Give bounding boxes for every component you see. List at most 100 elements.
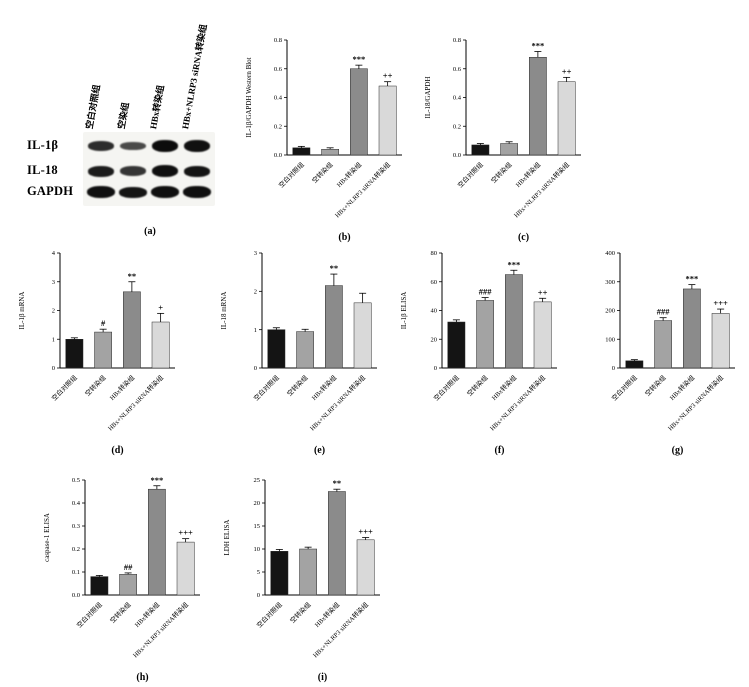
- x-tick-label: 空白对照组: [49, 373, 79, 403]
- bar: [119, 574, 137, 596]
- bar: [148, 488, 166, 596]
- y-tick-label: 0.6: [453, 66, 462, 73]
- panel-b: 0.0 0.2 0.4 0.6 0.8 空白对照组 空转染组 *** HBx转染组 ++ HBx+N…: [239, 20, 439, 245]
- bar: [151, 321, 170, 369]
- x-tick-label: 空白对照组: [74, 600, 104, 630]
- blot-row-label: IL-18: [27, 163, 58, 177]
- bar-chart-c: 0.0 0.2 0.4 0.6 0.8 空白对照组 空转染组 *** HBx转染组 ++ HBx+N…: [424, 37, 581, 243]
- y-tick-label: 2: [52, 308, 55, 315]
- x-tick-label: HBx+NLRP3 siRNA转染组: [106, 373, 166, 433]
- significance-label: ##: [124, 562, 133, 572]
- blot-band: [152, 140, 178, 152]
- y-tick-label: 40: [431, 308, 438, 315]
- y-axis-label: LDH ELISA: [223, 520, 231, 556]
- bar: [476, 300, 494, 369]
- panel-e: 0 1 2 3 空白对照组 空转染组 ** HBx转染组 HBx+NLRP3 siRNA转染组 I…: [214, 233, 414, 458]
- x-tick-label: HBx+NLRP3 siRNA转染组: [666, 373, 726, 433]
- bar: [625, 360, 644, 369]
- panel-letter: (e): [314, 445, 325, 456]
- x-tick-label: 空白对照组: [276, 160, 306, 190]
- y-tick-label: 1: [52, 336, 55, 343]
- lane-label: 空白对照组: [84, 83, 102, 130]
- y-tick-label: 0: [254, 365, 257, 372]
- x-tick-label: HBx转染组: [513, 160, 542, 189]
- significance-label: ###: [479, 287, 493, 297]
- x-tick-label: HBx转染组: [132, 600, 161, 629]
- y-tick-label: 100: [605, 336, 615, 343]
- bar: [65, 339, 84, 369]
- y-tick-label: 0.6: [274, 66, 283, 73]
- y-tick-label: 0.4: [274, 95, 283, 102]
- significance-label: +: [158, 302, 163, 312]
- blot-band: [87, 186, 115, 198]
- bar: [270, 551, 289, 596]
- panel-f: 0 20 40 60 80 空白对照组 ### 空转染组 *** HBx转染组 ++ HBx+NLRP…: [394, 233, 594, 458]
- y-axis-label: IL-1β ELISA: [400, 292, 408, 330]
- x-tick-label: 空转染组: [285, 373, 310, 398]
- bar: [123, 291, 141, 369]
- panel-letter: (b): [338, 232, 350, 243]
- y-tick-label: 80: [431, 250, 438, 257]
- y-tick-label: 200: [605, 308, 615, 315]
- bar-chart-h: 0.0 0.1 0.2 0.3 0.4 0.5 空白对照组 ## 空转染组 *** HBx转染组 ++…: [43, 475, 200, 683]
- panel-letter: (d): [111, 445, 123, 456]
- y-tick-label: 300: [605, 279, 615, 286]
- y-tick-label: 0.3: [72, 523, 80, 530]
- bar: [378, 85, 397, 156]
- panel-c: 0.0 0.2 0.4 0.6 0.8 空白对照组 空转染组 *** HBx转染组 ++ HBx+N…: [418, 20, 618, 245]
- y-tick-label: 1: [254, 327, 257, 334]
- bar: [292, 147, 311, 156]
- y-tick-label: 0.0: [72, 592, 80, 599]
- bar-chart-d: 0 1 2 3 4 空白对照组 # 空转染组 ** HBx转染组 + HBx+NLRP3 siRNA转…: [18, 250, 175, 456]
- significance-label: +++: [358, 527, 373, 537]
- bar: [447, 321, 466, 369]
- bar: [321, 149, 339, 156]
- y-tick-label: 0.0: [274, 152, 282, 159]
- blot-band: [183, 186, 211, 198]
- x-tick-label: HBx转染组: [667, 373, 696, 402]
- bar: [505, 274, 523, 369]
- bar: [533, 301, 552, 369]
- y-tick-label: 4: [52, 250, 56, 257]
- blot-band: [151, 186, 179, 198]
- lane-label: HBx+NLRP3 siRNA转染组: [180, 23, 209, 130]
- y-axis-label: IL-18 mRNA: [220, 292, 228, 330]
- significance-label: ++: [383, 71, 393, 81]
- panel-h: 0.0 0.1 0.2 0.3 0.4 0.5 空白对照组 ## 空转染组 *** HBx转染组 ++…: [37, 460, 237, 685]
- x-tick-label: HBx+NLRP3 siRNA转染组: [311, 600, 371, 660]
- bar: [325, 285, 343, 369]
- significance-label: **: [333, 478, 342, 488]
- y-tick-label: 60: [431, 279, 438, 286]
- bar: [94, 331, 112, 369]
- x-tick-label: HBx+NLRP3 siRNA转染组: [333, 160, 393, 220]
- y-tick-label: 0: [257, 592, 260, 599]
- significance-label: +++: [713, 298, 728, 308]
- y-tick-label: 3: [254, 250, 257, 257]
- y-tick-label: 20: [254, 500, 261, 507]
- significance-label: #: [101, 318, 106, 328]
- x-tick-label: 空转染组: [465, 373, 490, 398]
- bar-chart-b: 0.0 0.2 0.4 0.6 0.8 空白对照组 空转染组 *** HBx转染组 ++ HBx+N…: [245, 37, 402, 243]
- y-tick-label: 0.8: [453, 37, 461, 44]
- bar: [296, 331, 314, 369]
- blot-band: [184, 165, 210, 177]
- x-tick-label: 空白对照组: [251, 373, 281, 403]
- y-tick-label: 15: [254, 523, 261, 530]
- y-tick-label: 0: [612, 365, 615, 372]
- x-tick-label: HBx+NLRP3 siRNA转染组: [131, 600, 191, 660]
- lane-label: HBx转染组: [148, 84, 166, 130]
- y-tick-label: 0.2: [72, 546, 80, 553]
- y-tick-label: 25: [254, 477, 261, 484]
- y-tick-label: 0.4: [453, 95, 462, 102]
- blot-row-label: GAPDH: [27, 184, 74, 198]
- x-tick-label: 空转染组: [489, 160, 514, 185]
- y-tick-label: 0.2: [453, 123, 461, 130]
- y-tick-label: 5: [257, 569, 260, 576]
- blot-band: [88, 141, 114, 151]
- bar: [471, 144, 490, 156]
- bar: [328, 491, 346, 596]
- blot-row-label: IL-1β: [27, 138, 59, 152]
- y-axis-label: caspase-1 ELISA: [43, 513, 51, 562]
- blot-band: [120, 142, 146, 150]
